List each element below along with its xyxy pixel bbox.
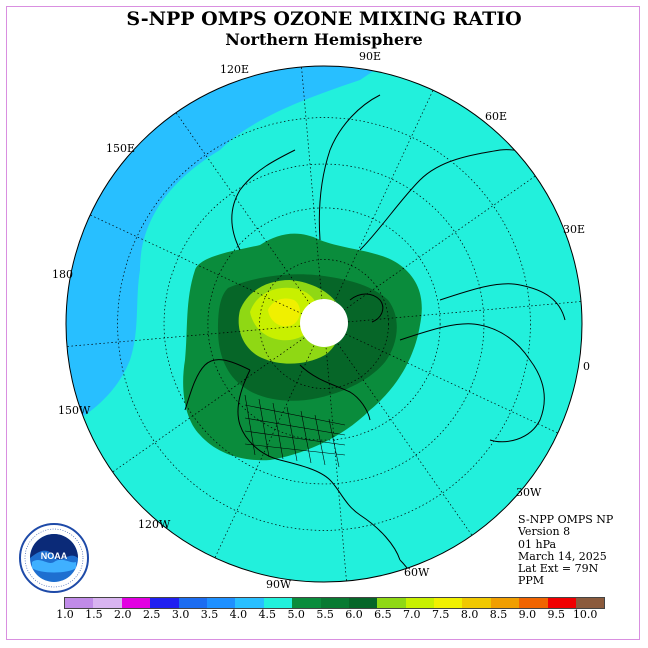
colorbar-tick-label: 2.5: [142, 608, 161, 621]
lon-label-120e: 120E: [220, 63, 250, 76]
state-line: [328, 418, 340, 468]
latitude-ring: [163, 163, 485, 485]
colorbar-swatch: [519, 598, 548, 608]
colorbar-tick-label: 7.0: [403, 608, 421, 621]
colorbar-tick-label: 1.0: [56, 608, 74, 621]
colorbar-swatch: [547, 598, 577, 608]
colorbar-tick-label: 3.0: [171, 608, 190, 621]
meridian-line: [345, 333, 558, 434]
colorbar-swatch: [150, 598, 179, 608]
instrument-text: S-NPP OMPS NP: [518, 513, 614, 526]
lat-extent-text: Lat Ext = 79N: [518, 562, 599, 576]
lon-label-90w: 90W: [266, 578, 292, 591]
state-line: [244, 404, 346, 426]
colorbar-tick-label: 9.0: [518, 608, 537, 621]
colorbar-swatch: [292, 598, 321, 608]
meridian-line: [214, 345, 315, 558]
state-line: [258, 398, 270, 458]
state-line: [272, 402, 284, 460]
colorbar-swatch: [263, 598, 293, 608]
latitude-ring: [207, 207, 441, 441]
contour-band-4-0: [66, 66, 420, 430]
state-line: [300, 410, 312, 464]
lon-label-60e: 60E: [485, 110, 508, 123]
latitude-ring: [259, 259, 389, 389]
state-line: [244, 443, 346, 456]
colorbar-tick-label: 5.0: [287, 608, 305, 621]
map-border: [65, 65, 583, 583]
colorbar-swatch: [434, 598, 463, 608]
date-text: March 14, 2025: [518, 549, 607, 563]
meridian-line: [90, 214, 303, 315]
meridian-line: [343, 175, 536, 311]
colorbar-swatch: [320, 598, 349, 608]
noaa-logo: NOAA: [19, 523, 89, 593]
contour-band-7-5: [268, 298, 300, 327]
lon-label-30w: 30W: [516, 486, 542, 499]
state-line: [314, 414, 326, 466]
map-title: S-NPP OMPS OZONE MIXING RATIO: [126, 8, 522, 30]
no-data-pole: [300, 299, 348, 347]
lon-label-60w: 60W: [404, 566, 430, 579]
colorbar-tick-label: 5.5: [316, 608, 334, 621]
colorbar-tick-label: 4.0: [229, 608, 248, 621]
lon-label-120w: 120W: [138, 518, 171, 531]
lon-label-150e: 150E: [106, 142, 136, 155]
colorbar-tick-label: 10.0: [572, 608, 598, 621]
colorbar-swatch: [65, 598, 94, 608]
colorbar-swatch: [235, 598, 264, 608]
lon-label-90e: 90E: [359, 50, 382, 63]
meridian-line: [333, 90, 434, 303]
map-subtitle: Northern Hemisphere: [225, 30, 423, 49]
lon-label-150w: 150W: [58, 404, 91, 417]
state-line: [244, 417, 346, 436]
meridian-line: [301, 66, 323, 301]
colorbar-swatch: [405, 598, 435, 608]
colorbar-swatch: [93, 598, 122, 608]
colorbar-swatch: [462, 598, 491, 608]
colorbar-tick-label: 6.5: [374, 608, 392, 621]
colorbar-tick-label: 4.5: [258, 608, 277, 621]
colorbar-swatch: [178, 598, 207, 608]
meridian-line: [112, 337, 305, 473]
meridian-line: [337, 343, 473, 536]
colorbar-swatch: [377, 598, 406, 608]
version-text: Version 8: [518, 525, 571, 539]
colorbar-tick-label: 3.5: [200, 608, 219, 621]
lon-label-30e: 30E: [563, 223, 586, 236]
colorbar-tick-label: 2.0: [114, 608, 132, 621]
colorbar-tick-label: 8.0: [460, 608, 479, 621]
product-info: S-NPP OMPS NP Version 8 01 hPa March 14,…: [518, 513, 614, 588]
lon-label-180: 180: [52, 268, 73, 281]
pressure-level-text: 01 hPa: [518, 537, 557, 551]
colorbar-tick-label: 7.5: [431, 608, 450, 621]
state-line: [244, 430, 346, 446]
meridian-line: [175, 112, 311, 305]
colorbar-swatch: [121, 598, 151, 608]
meridian-line: [325, 347, 347, 582]
state-line: [286, 406, 298, 462]
noaa-logo-text: NOAA: [41, 551, 68, 561]
colorbar: [64, 597, 606, 609]
figure-frame: [6, 6, 640, 640]
colorbar-swatch: [490, 598, 520, 608]
colorbar-swatch: [206, 598, 236, 608]
meridian-line: [66, 325, 301, 347]
colorbar-swatch: [348, 598, 378, 608]
colorbar-tick-label: 6.0: [345, 608, 363, 621]
units-text: PPM: [518, 574, 545, 588]
colorbar-labels: 1.0 1.5 2.0 2.5 3.0 3.5 4.0 4.5 5.0 5.5 6.0 6.5 7.0 7…: [0, 608, 648, 622]
meridian-line: [347, 301, 582, 323]
colorbar-tick-label: 8.5: [489, 608, 508, 621]
latitude-ring: [117, 117, 531, 531]
colorbar-swatch: [576, 598, 605, 608]
us-state-lines: [244, 394, 346, 468]
colorbar-tick-label: 1.5: [85, 608, 103, 621]
lon-label-0: 0: [583, 360, 590, 373]
colorbar-tick-label: 9.5: [547, 608, 566, 621]
